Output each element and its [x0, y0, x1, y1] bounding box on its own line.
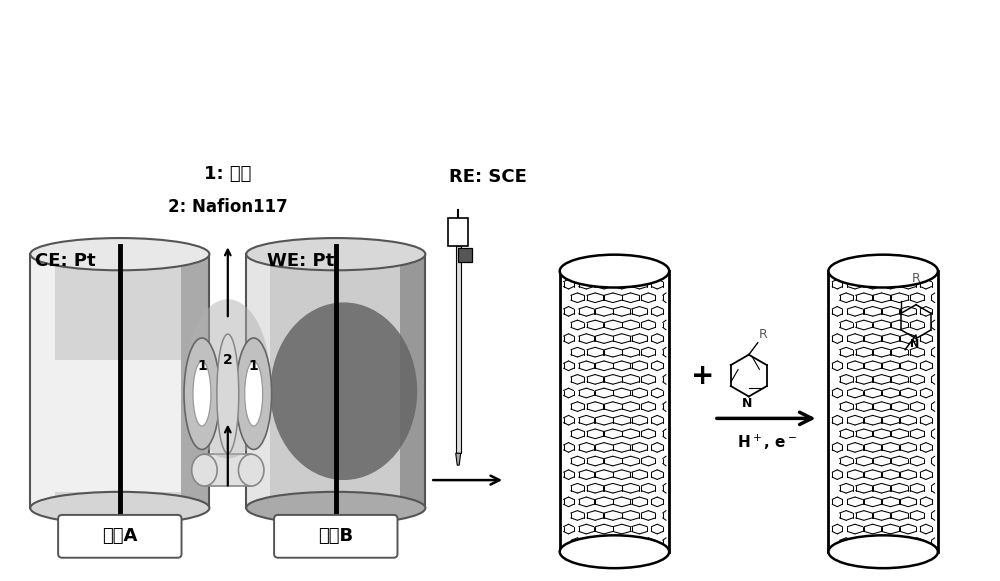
Bar: [55, 360, 181, 492]
Ellipse shape: [192, 454, 217, 486]
Text: 溶液A: 溶液A: [102, 528, 138, 546]
Text: H$^+$, e$^-$: H$^+$, e$^-$: [737, 432, 797, 451]
Bar: [204, 454, 251, 486]
Ellipse shape: [270, 302, 417, 480]
Bar: [181, 254, 209, 508]
Bar: [448, 218, 468, 246]
Text: CE: Pt: CE: Pt: [35, 252, 95, 270]
Text: 2: Nafion117: 2: Nafion117: [168, 198, 288, 216]
Ellipse shape: [245, 361, 263, 426]
Ellipse shape: [184, 338, 220, 450]
Text: RE: SCE: RE: SCE: [449, 168, 527, 187]
Bar: [458, 248, 472, 262]
Text: 1: 垫片: 1: 垫片: [204, 164, 251, 182]
Text: 1: 1: [197, 359, 207, 373]
Text: 溶液B: 溶液B: [318, 528, 353, 546]
Ellipse shape: [236, 338, 272, 450]
Ellipse shape: [217, 334, 239, 453]
Bar: [30, 254, 209, 508]
Bar: [828, 271, 938, 552]
Ellipse shape: [193, 361, 211, 426]
Ellipse shape: [30, 492, 209, 524]
Text: R: R: [759, 328, 768, 341]
Text: N: N: [742, 397, 752, 410]
Text: WE: Pt: WE: Pt: [267, 252, 335, 270]
Bar: [456, 246, 461, 453]
Ellipse shape: [246, 492, 425, 524]
Ellipse shape: [186, 299, 270, 458]
Bar: [246, 254, 425, 508]
Ellipse shape: [560, 535, 669, 568]
Bar: [400, 254, 425, 508]
Ellipse shape: [828, 254, 938, 288]
Ellipse shape: [30, 238, 209, 270]
Polygon shape: [456, 453, 461, 465]
Text: N: N: [910, 339, 919, 349]
Text: +: +: [691, 361, 715, 390]
FancyBboxPatch shape: [274, 515, 397, 558]
Text: R: R: [912, 272, 920, 285]
Bar: [246, 254, 270, 508]
Ellipse shape: [560, 254, 669, 288]
Bar: [560, 271, 669, 552]
FancyBboxPatch shape: [58, 515, 182, 558]
Ellipse shape: [246, 238, 425, 270]
Ellipse shape: [828, 535, 938, 568]
Text: 2: 2: [223, 353, 233, 367]
Text: 1: 1: [249, 359, 259, 373]
Ellipse shape: [238, 454, 264, 486]
Bar: [30, 254, 55, 508]
